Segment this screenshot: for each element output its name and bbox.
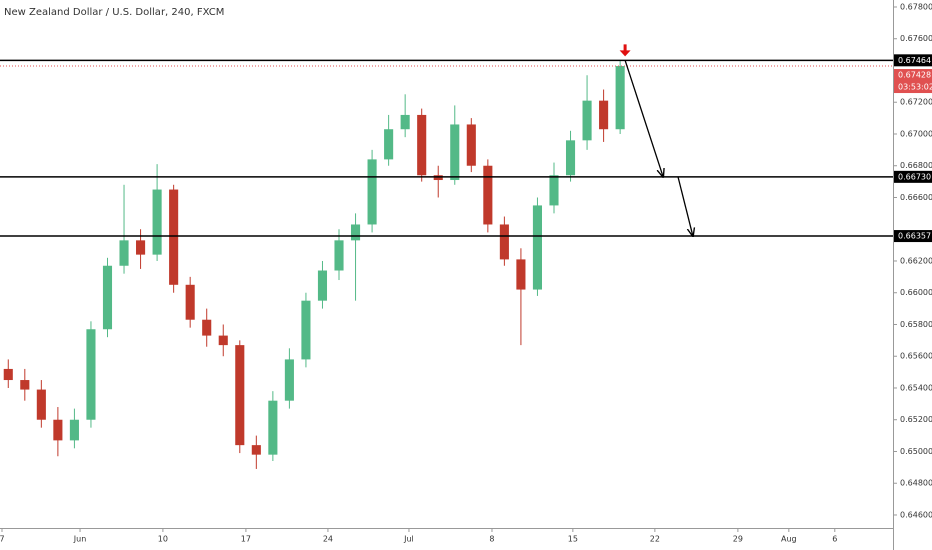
y-tick-label: 0.65800 [900, 320, 932, 329]
y-tick-label: 0.67000 [900, 129, 932, 138]
y-tick-label: 0.66000 [900, 288, 932, 297]
candle-body [483, 165, 493, 225]
candle-body [400, 114, 410, 130]
level-label: 0.66730 [898, 172, 931, 181]
candle-body [350, 224, 361, 241]
projection-arrow [677, 176, 693, 236]
y-tick-label: 0.66800 [900, 161, 932, 170]
candle-body [284, 359, 294, 401]
y-tick-label: 0.64800 [900, 479, 932, 488]
level-label: 0.67464 [898, 56, 931, 65]
countdown-label: 03:53:02 [898, 83, 932, 92]
candle-body [251, 445, 261, 455]
y-tick-label: 0.67800 [900, 2, 932, 11]
candle-body [384, 129, 394, 160]
candle-body [499, 224, 509, 260]
candle-body [152, 189, 162, 255]
candle-body [317, 270, 328, 301]
candle-body [185, 284, 195, 320]
candle-body [69, 419, 79, 441]
candle-body [450, 124, 460, 181]
y-tick-label: 0.66200 [900, 256, 932, 265]
candle-body [334, 240, 344, 271]
candle-body [235, 345, 245, 446]
y-tick-label: 0.65200 [900, 415, 932, 424]
projection-arrow [624, 60, 663, 177]
candle-body [367, 159, 377, 225]
level-label-box [894, 230, 932, 243]
candle-body [433, 175, 443, 181]
y-tick-label: 0.67200 [900, 98, 932, 107]
x-tick-label: Jul [403, 535, 414, 544]
x-tick-label: 29 [733, 535, 743, 544]
x-tick-label: 7 [0, 535, 5, 544]
candle-body [169, 189, 179, 285]
candle-body [86, 329, 96, 420]
candle-body [53, 419, 63, 441]
level-label-box [894, 170, 932, 183]
candle-body [615, 66, 625, 130]
candle-body [20, 380, 30, 390]
x-tick-label: 10 [158, 535, 168, 544]
y-tick-label: 0.65400 [900, 383, 932, 392]
candle-body [202, 319, 212, 336]
candle-body [36, 389, 46, 420]
candle-body [565, 140, 576, 176]
candle-body [136, 240, 146, 255]
current-price-box [894, 69, 932, 94]
candle-body [218, 335, 228, 346]
candle-body [119, 240, 129, 266]
y-tick-label: 0.65000 [900, 447, 932, 456]
x-tick-label: 17 [241, 535, 251, 544]
x-tick-label: 6 [832, 535, 837, 544]
y-tick-label: 0.66600 [900, 193, 932, 202]
current-price-label: 0.67428 [898, 71, 931, 80]
y-tick-label: 0.65600 [900, 352, 932, 361]
level-label-box [894, 54, 932, 67]
x-tick-label: 8 [489, 535, 494, 544]
candle-body [549, 175, 559, 206]
candle-body [466, 124, 476, 166]
candle-body [599, 100, 609, 130]
candle-body [417, 114, 427, 176]
candle-body [102, 265, 113, 330]
x-tick-label: Aug [781, 535, 797, 544]
x-tick-label: 24 [323, 535, 333, 544]
sell-signal-arrow [619, 44, 631, 57]
candle-body [532, 205, 543, 290]
candle-body [516, 259, 526, 290]
chart-title: New Zealand Dollar / U.S. Dollar, 240, F… [4, 7, 224, 18]
level-label: 0.66357 [898, 232, 931, 241]
candle-body [582, 100, 592, 141]
x-tick-label: 22 [650, 535, 660, 544]
x-tick-label: Jun [73, 535, 87, 544]
x-tick-label: 15 [568, 535, 578, 544]
candle-body [268, 400, 278, 455]
candle-body [301, 300, 311, 360]
candle-body [3, 368, 13, 381]
y-tick-label: 0.67600 [900, 34, 932, 43]
y-tick-label: 0.64600 [900, 510, 932, 519]
